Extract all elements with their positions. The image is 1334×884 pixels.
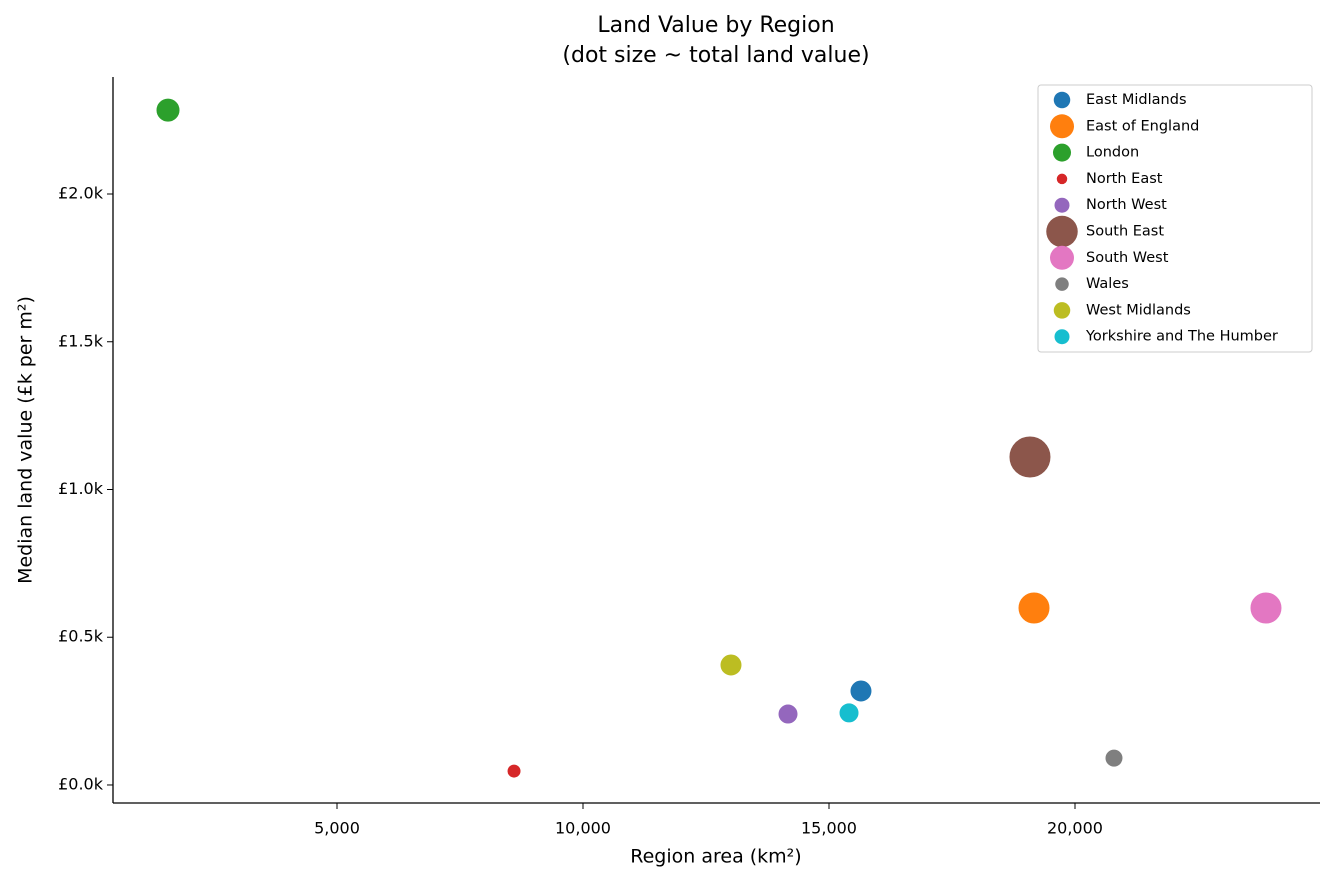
bubble [777,703,799,725]
legend-marker [1050,245,1074,270]
legend-box [1037,84,1313,353]
legend-marker [1053,302,1071,319]
legend-marker [1054,329,1070,345]
legend-marker [1046,215,1078,248]
bubble [1104,748,1124,768]
legend-label: North West [1086,197,1167,213]
legend-label: Wales [1086,276,1129,292]
y-tick-label: £1.0k [58,479,104,498]
bubble [838,702,860,724]
legend-marker [1055,277,1069,291]
legend-label: Yorkshire and The Humber [1085,329,1278,345]
legend-label: East of England [1086,118,1199,134]
bubble [1008,435,1052,479]
x-tick-label: 20,000 [1047,819,1103,838]
bubble [506,763,522,779]
y-tick-label: £1.5k [58,331,104,350]
legend-marker [1053,91,1071,109]
legend-label: West Midlands [1086,302,1191,318]
legend-marker [1054,197,1070,213]
legend-label: East Midlands [1086,92,1187,108]
y-axis-label: Median land value (£k per m²) [15,296,37,584]
bubble [1017,591,1051,625]
bubble [1249,591,1283,625]
legend-marker [1053,143,1071,162]
legend-marker [1050,114,1074,139]
y-tick-label: £0.5k [58,627,104,646]
x-tick-label: 5,000 [314,819,360,838]
y-tick-label: £0.0k [58,774,104,793]
legend-label: South West [1086,250,1169,266]
chart-subtitle: (dot size ~ total land value) [562,43,869,68]
legend-label: North East [1086,171,1163,187]
y-tick-label: £2.0k [58,184,104,203]
x-tick-label: 15,000 [801,819,857,838]
bubble [849,679,873,703]
legend-marker [1056,173,1068,185]
legend-label: South East [1086,224,1164,240]
x-tick-label: 10,000 [555,819,611,838]
legend-label: London [1086,145,1139,161]
chart-title: Land Value by Region [597,13,834,38]
bubble [155,97,181,123]
bubble [719,653,743,677]
x-axis-label: Region area (km²) [630,846,801,868]
